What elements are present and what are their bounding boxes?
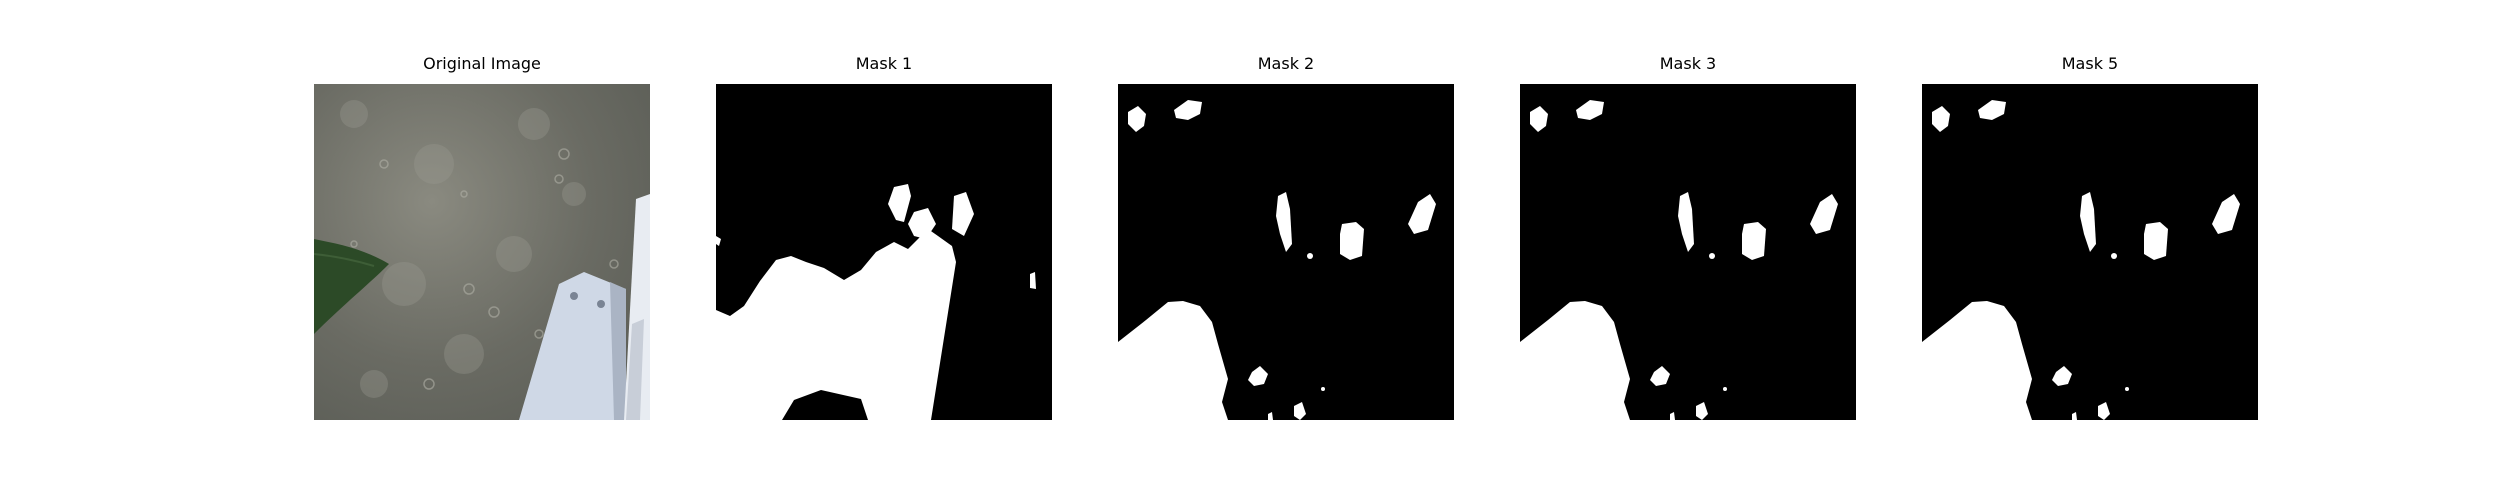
photo-specks [350, 148, 619, 390]
mask-foreground [1520, 100, 1838, 420]
leaf-highlight [314, 253, 375, 267]
mask-foreground [1922, 100, 2240, 420]
mask-image [1922, 84, 2258, 420]
bracket [519, 272, 632, 420]
photo-texture [340, 100, 610, 398]
mask-foreground [716, 184, 1036, 420]
mask-image [1520, 84, 1856, 420]
mask-image [1118, 84, 1454, 420]
bracket-hole [570, 292, 578, 300]
pole-shade [626, 319, 644, 420]
panel-title: Mask 5 [2061, 54, 2119, 73]
bracket-shade [610, 282, 626, 420]
panel-title: Mask 1 [855, 54, 913, 73]
panel-title: Mask 2 [1257, 54, 1315, 73]
bracket-hole [597, 300, 605, 308]
mask-image [716, 84, 1052, 420]
original-image [314, 84, 650, 420]
leaf [314, 239, 389, 334]
mask-foreground [1118, 100, 1436, 420]
panel-title: Original Image [423, 54, 541, 73]
panel-title: Mask 3 [1659, 54, 1717, 73]
